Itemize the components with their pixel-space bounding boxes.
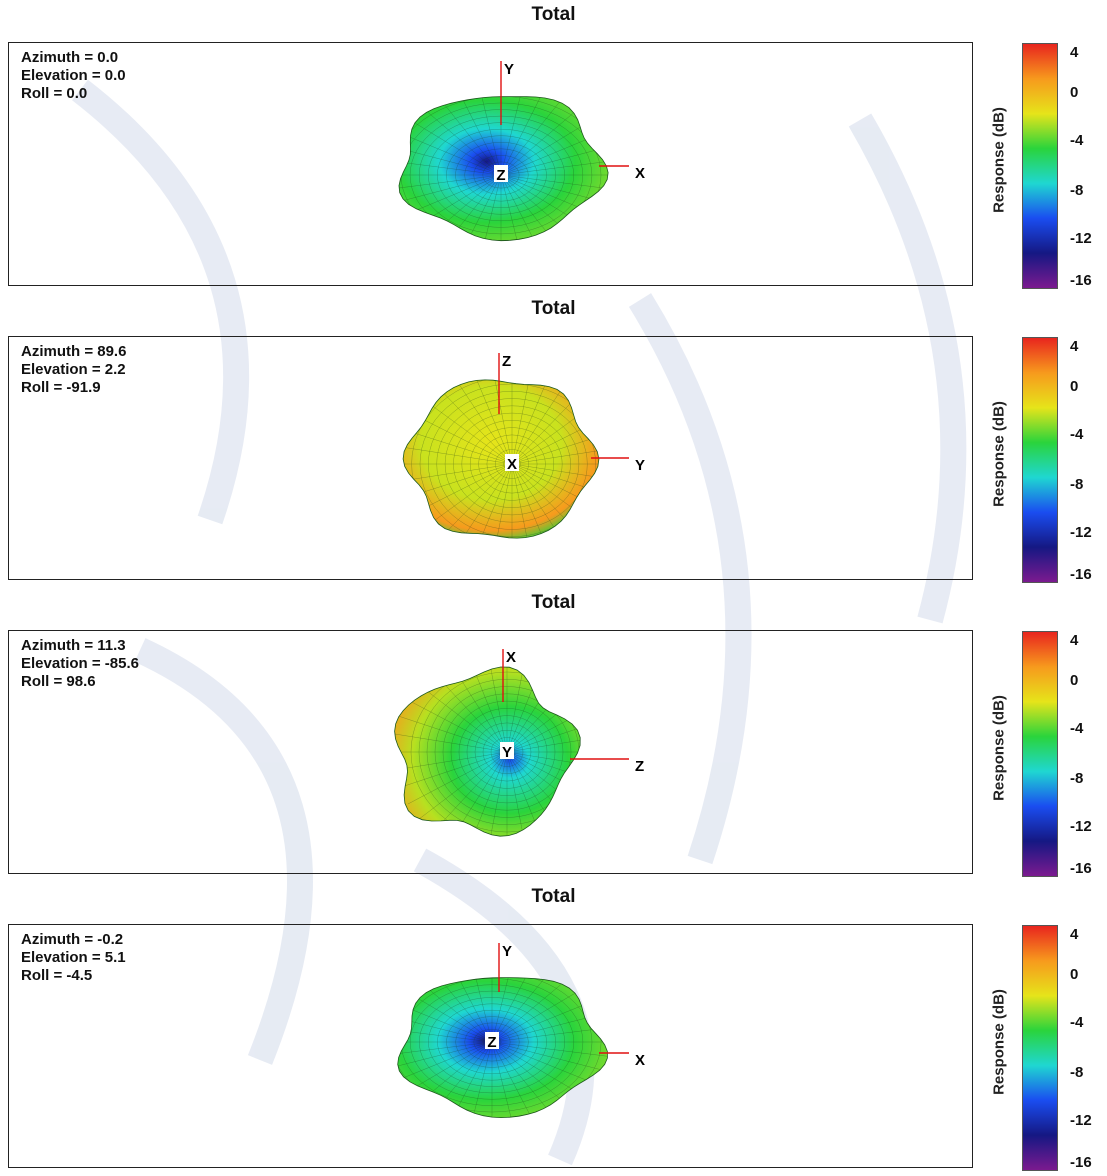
colorbar	[1022, 337, 1058, 583]
colorbar-tick: 0	[1070, 966, 1079, 983]
view-angle-line: Elevation = 2.2	[21, 361, 126, 378]
colorbar-label: Response (dB)	[990, 401, 1008, 507]
plot-panel: Total Y X Z Azimuth = -0.2 Elevation = 5.1 Rol…	[0, 882, 1107, 1176]
plot-panel: Total X Z Y Azimuth = 11.3 Elevation = -85.6 R…	[0, 588, 1107, 882]
colorbar-tick: -8	[1070, 182, 1084, 199]
surface-shape	[402, 379, 600, 539]
view-angle-line: Roll = 0.0	[21, 85, 88, 102]
view-angles: Azimuth = 89.6 Elevation = 2.2 Roll = -91.…	[21, 343, 126, 397]
view-angle-line: Roll = 98.6	[21, 673, 96, 690]
colorbar-tick: -8	[1070, 476, 1084, 493]
horizontal-axis-label: Y	[635, 457, 645, 474]
plot-area: Y X Z Azimuth = -0.2 Elevation = 5.1 Roll = -…	[8, 924, 973, 1168]
vertical-axis-label: Z	[502, 353, 511, 370]
center-axis-label: Z	[496, 167, 505, 184]
surface-shape	[394, 666, 581, 837]
view-angles: Azimuth = 11.3 Elevation = -85.6 Roll = 98…	[21, 637, 139, 691]
view-angle-line: Azimuth = 89.6	[21, 343, 127, 360]
colorbar-label: Response (dB)	[990, 107, 1008, 213]
panel-title: Total	[531, 592, 576, 613]
view-angle-line: Azimuth = 11.3	[21, 637, 126, 654]
colorbar-tick: -16	[1070, 860, 1092, 877]
colorbar	[1022, 631, 1058, 877]
view-angle-line: Elevation = 5.1	[21, 949, 126, 966]
view-angles: Azimuth = 0.0 Elevation = 0.0 Roll = 0.0	[21, 49, 126, 103]
colorbar-tick: 0	[1070, 84, 1079, 101]
horizontal-axis-label: X	[635, 1052, 645, 1069]
view-angle-line: Roll = -91.9	[21, 379, 101, 396]
radiation-pattern-surface: X Z Y	[394, 649, 644, 837]
plot-panel: Total Y X Z Azimuth = 0.0 Elevation = 0.0 Roll…	[0, 0, 1107, 294]
plot-area: X Z Y Azimuth = 11.3 Elevation = -85.6 Roll =…	[8, 630, 973, 874]
radiation-pattern-surface: Y X Z	[397, 943, 645, 1119]
colorbar-tick: -16	[1070, 566, 1092, 583]
colorbar-tick: -4	[1070, 720, 1084, 737]
colorbar-tick: -12	[1070, 818, 1092, 835]
colorbar-tick: -16	[1070, 272, 1092, 289]
colorbar-tick: -12	[1070, 1112, 1092, 1129]
colorbar-tick: 4	[1070, 338, 1079, 355]
panel-title: Total	[531, 4, 576, 25]
panel-title: Total	[531, 298, 576, 319]
center-axis-label: Z	[487, 1034, 496, 1051]
panel-title: Total	[531, 886, 576, 907]
colorbar-tick: -8	[1070, 1064, 1084, 1081]
view-angle-line: Elevation = 0.0	[21, 67, 126, 84]
colorbar-label: Response (dB)	[990, 695, 1008, 801]
colorbar-tick: -16	[1070, 1154, 1092, 1171]
colorbar-tick: -8	[1070, 770, 1084, 787]
plot-area: Z Y X Azimuth = 89.6 Elevation = 2.2 Roll = -…	[8, 336, 973, 580]
vertical-axis-label: Y	[504, 61, 514, 78]
horizontal-axis-label: X	[635, 165, 645, 182]
colorbar-tick: -4	[1070, 132, 1084, 149]
colorbar-tick: -4	[1070, 1014, 1084, 1031]
view-angle-line: Azimuth = -0.2	[21, 931, 124, 948]
view-angle-line: Roll = -4.5	[21, 967, 93, 984]
surface-shape	[397, 977, 608, 1119]
colorbar	[1022, 925, 1058, 1171]
colorbar-tick: 4	[1070, 44, 1079, 61]
center-axis-label: X	[507, 456, 517, 473]
view-angles: Azimuth = -0.2 Elevation = 5.1 Roll = -4.5	[21, 931, 126, 985]
colorbar-tick: 0	[1070, 672, 1079, 689]
radiation-pattern-surface: Y X Z	[398, 61, 645, 242]
colorbar-tick: 4	[1070, 632, 1079, 649]
vertical-axis-label: X	[506, 649, 516, 666]
colorbar-tick: 0	[1070, 378, 1079, 395]
colorbar-tick: -12	[1070, 230, 1092, 247]
center-axis-label: Y	[502, 744, 512, 761]
vertical-axis-label: Y	[502, 943, 512, 960]
colorbar-tick: 4	[1070, 926, 1079, 943]
horizontal-axis-label: Z	[635, 758, 644, 775]
view-angle-line: Azimuth = 0.0	[21, 49, 119, 66]
colorbar-label: Response (dB)	[990, 989, 1008, 1095]
colorbar	[1022, 43, 1058, 289]
plot-panel: Total Z Y X Azimuth = 89.6 Elevation = 2.2 Rol…	[0, 294, 1107, 588]
colorbar-tick: -12	[1070, 524, 1092, 541]
radiation-pattern-surface: Z Y X	[402, 353, 645, 539]
view-angle-line: Elevation = -85.6	[21, 655, 139, 672]
plot-area: Y X Z Azimuth = 0.0 Elevation = 0.0 Roll = 0.…	[8, 42, 973, 286]
colorbar-tick: -4	[1070, 426, 1084, 443]
